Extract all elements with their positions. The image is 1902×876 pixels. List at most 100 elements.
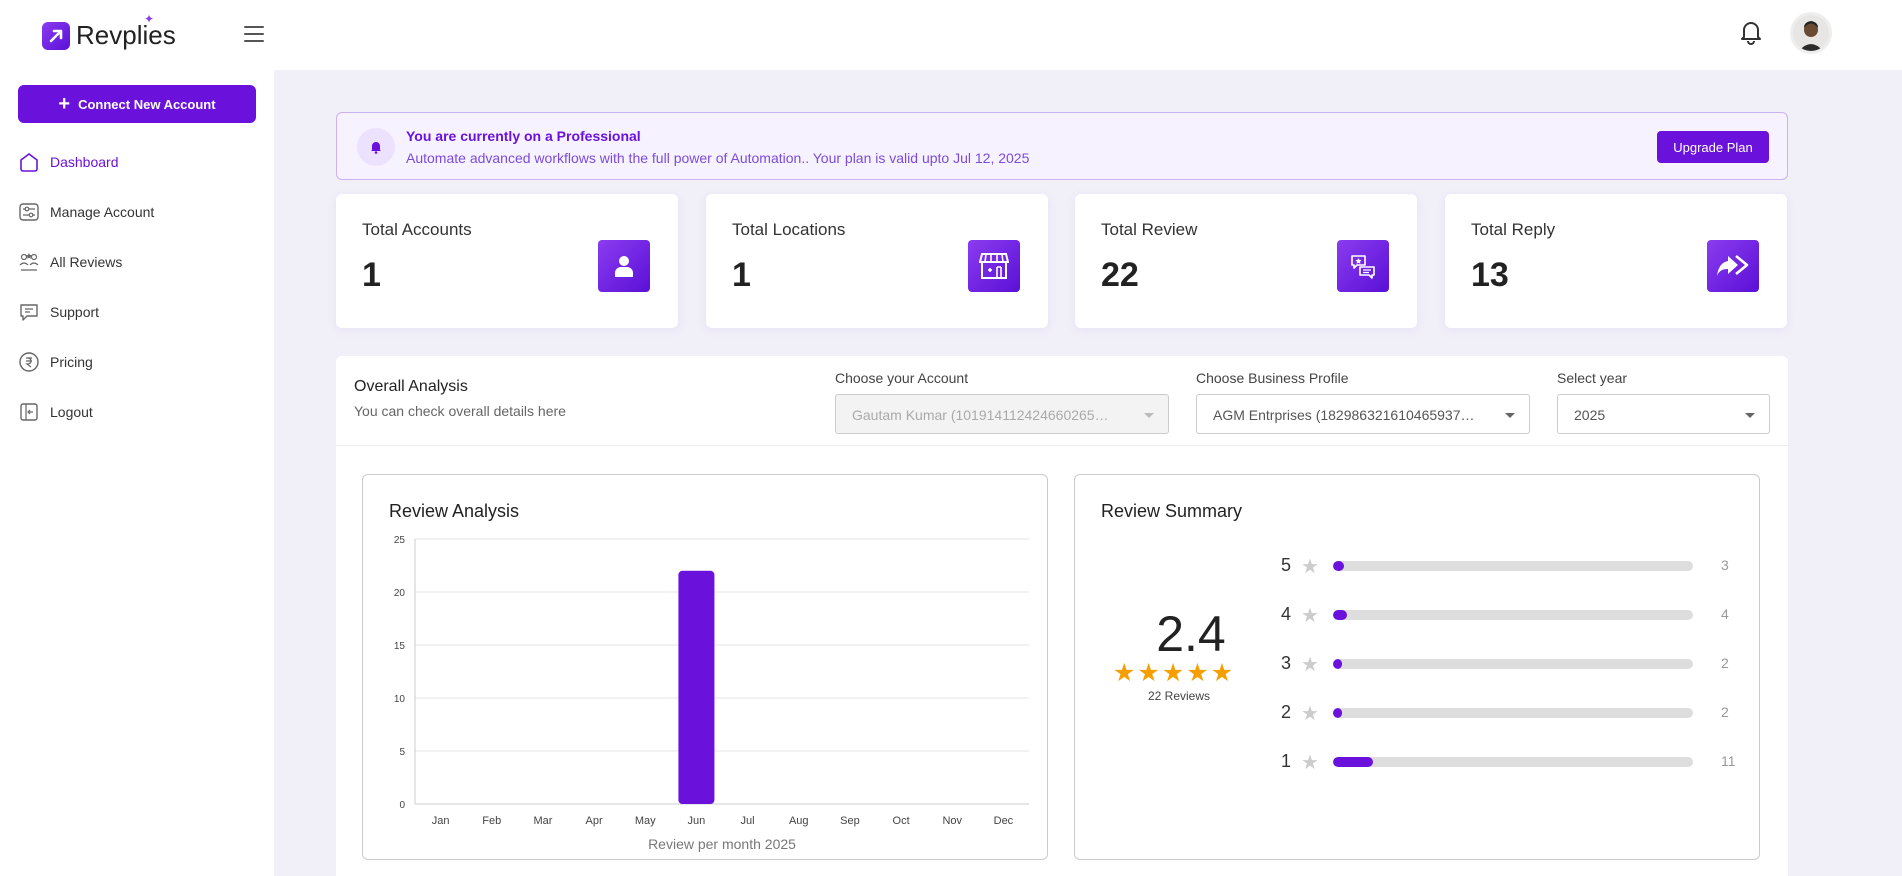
account-select[interactable]: Gautam Kumar (101914112424660265… xyxy=(835,394,1169,434)
rating-count: 3 xyxy=(1721,557,1729,573)
review-chat-icon xyxy=(1337,240,1389,292)
rating-count: 4 xyxy=(1721,606,1729,622)
avatar[interactable] xyxy=(1790,12,1832,54)
stat-label: Total Locations xyxy=(732,220,846,239)
stat-value: 1 xyxy=(362,256,381,294)
menu-toggle-icon[interactable] xyxy=(244,26,264,44)
stat-label: Total Review xyxy=(1101,220,1198,239)
connect-label: Connect New Account xyxy=(78,96,216,112)
banner-subtitle: Automate advanced workflows with the ful… xyxy=(406,150,1030,166)
star-icon: ★ xyxy=(1301,703,1319,725)
account-select-value: Gautam Kumar (101914112424660265… xyxy=(852,407,1109,423)
sidebar-item-label: Pricing xyxy=(50,354,93,370)
star-icon: ★ xyxy=(1301,605,1319,627)
rating-stars-label: 3 xyxy=(1281,653,1292,673)
stat-card-total-locations: Total Locations 1 xyxy=(706,194,1048,328)
analysis-header: Overall Analysis You can check overall d… xyxy=(336,356,1788,446)
rating-count: 11 xyxy=(1721,753,1736,769)
review-summary-card: Review Summary 2.4 ★ ★ ★ ★ ★ 22 Reviews … xyxy=(1074,474,1760,860)
x-tick-label: Apr xyxy=(586,815,603,827)
sidebar-item-label: All Reviews xyxy=(50,254,123,270)
star-icon: ★ xyxy=(1210,659,1234,687)
business-profile-select[interactable]: AGM Entrprises (182986321610465937… xyxy=(1196,394,1530,434)
sidebar-nav: Dashboard Manage Account All Reviews Sup… xyxy=(18,150,154,450)
sidebar-item-all-reviews[interactable]: All Reviews xyxy=(18,250,154,274)
rating-bar-fill xyxy=(1333,659,1342,669)
sidebar-item-dashboard[interactable]: Dashboard xyxy=(18,150,154,174)
sidebar-item-logout[interactable]: Logout xyxy=(18,400,154,424)
y-tick-label: 25 xyxy=(394,535,406,546)
rating-row-4: 4 ★ 4 xyxy=(1281,604,1741,627)
stat-card-total-accounts: Total Accounts 1 xyxy=(336,194,678,328)
year-select-label: Select year xyxy=(1557,370,1628,386)
rating-bar xyxy=(1333,659,1693,669)
sidebar-item-pricing[interactable]: Pricing xyxy=(18,350,154,374)
sidebar-item-label: Dashboard xyxy=(50,154,119,170)
stat-value: 13 xyxy=(1471,256,1509,294)
app-name: Revplies xyxy=(76,20,176,50)
star-icon: ★ xyxy=(1301,654,1319,676)
profile-select-value: AGM Entrprises (182986321610465937… xyxy=(1213,407,1475,423)
x-tick-label: Mar xyxy=(533,815,552,827)
rating-row-5: 5 ★ 3 xyxy=(1281,555,1741,578)
rating-count: 2 xyxy=(1721,704,1729,720)
rating-bar xyxy=(1333,610,1693,620)
year-select-value: 2025 xyxy=(1574,407,1606,423)
stat-value: 22 xyxy=(1101,256,1139,294)
rating-row-1: 1 ★ 11 xyxy=(1281,751,1741,774)
rating-stars-label: 2 xyxy=(1281,702,1292,722)
rating-stars-label: 1 xyxy=(1281,751,1292,771)
y-tick-label: 15 xyxy=(394,641,406,652)
rating-bar-fill xyxy=(1333,757,1373,767)
bell-icon[interactable] xyxy=(1738,18,1764,46)
rating-bar xyxy=(1333,561,1693,571)
sidebar-item-support[interactable]: Support xyxy=(18,300,154,324)
rating-stars: ★ ★ ★ ★ ★ xyxy=(1113,661,1233,686)
overall-analysis-panel: Overall Analysis You can check overall d… xyxy=(336,356,1788,876)
connect-new-account-button[interactable]: + Connect New Account xyxy=(18,85,256,123)
sidebar-item-manage-account[interactable]: Manage Account xyxy=(18,200,154,224)
x-tick-label: Oct xyxy=(893,815,910,827)
reviews-icon xyxy=(18,251,40,273)
chevron-down-icon xyxy=(1144,413,1154,418)
rating-bar xyxy=(1333,708,1693,718)
chevron-down-icon xyxy=(1745,413,1755,418)
chevron-down-icon xyxy=(1505,413,1515,418)
average-rating: 2.4 xyxy=(1156,606,1226,662)
app-logo[interactable]: Revplies ✦ xyxy=(42,12,176,51)
star-icon: ★ xyxy=(1301,752,1319,774)
sidebar-item-label: Support xyxy=(50,304,100,320)
upgrade-plan-button[interactable]: Upgrade Plan xyxy=(1657,131,1769,163)
rating-row-3: 3 ★ 2 xyxy=(1281,653,1741,676)
y-tick-label: 20 xyxy=(394,588,406,599)
y-tick-label: 10 xyxy=(394,694,406,705)
star-icon: ★ xyxy=(1137,659,1160,687)
y-tick-label: 5 xyxy=(399,747,405,758)
x-tick-label: Jun xyxy=(688,815,706,827)
banner-title: You are currently on a Professional xyxy=(406,128,641,144)
logo-arrow-icon xyxy=(42,21,70,50)
star-icon: ★ xyxy=(1186,659,1209,687)
plus-icon: + xyxy=(58,93,71,115)
rupee-icon xyxy=(18,351,40,373)
analysis-subtitle: You can check overall details here xyxy=(354,403,566,419)
x-tick-label: Dec xyxy=(994,815,1014,827)
stat-value: 1 xyxy=(732,256,751,294)
analysis-title: Overall Analysis xyxy=(354,378,468,395)
star-icon: ★ xyxy=(1161,659,1185,687)
reviews-count: 22 Reviews xyxy=(1147,689,1211,703)
x-tick-label: Aug xyxy=(789,815,809,827)
rating-bar-fill xyxy=(1333,708,1342,718)
review-analysis-title: Review Analysis xyxy=(389,501,520,521)
rating-bar-fill xyxy=(1333,561,1344,571)
star-icon: ★ xyxy=(1301,556,1319,578)
rating-bar xyxy=(1333,757,1693,767)
sidebar-item-label: Logout xyxy=(50,404,93,420)
plan-banner: You are currently on a Professional Auto… xyxy=(336,112,1788,180)
rating-count: 2 xyxy=(1721,655,1729,671)
review-analysis-chart: 0 5 10 15 20 25 Jan Feb Mar Apr May Jun Jul Aug Sep Oct… xyxy=(394,535,1029,852)
account-select-label: Choose your Account xyxy=(835,370,969,386)
home-icon xyxy=(18,151,40,173)
review-summary-title: Review Summary xyxy=(1101,501,1243,521)
year-select[interactable]: 2025 xyxy=(1557,394,1770,434)
